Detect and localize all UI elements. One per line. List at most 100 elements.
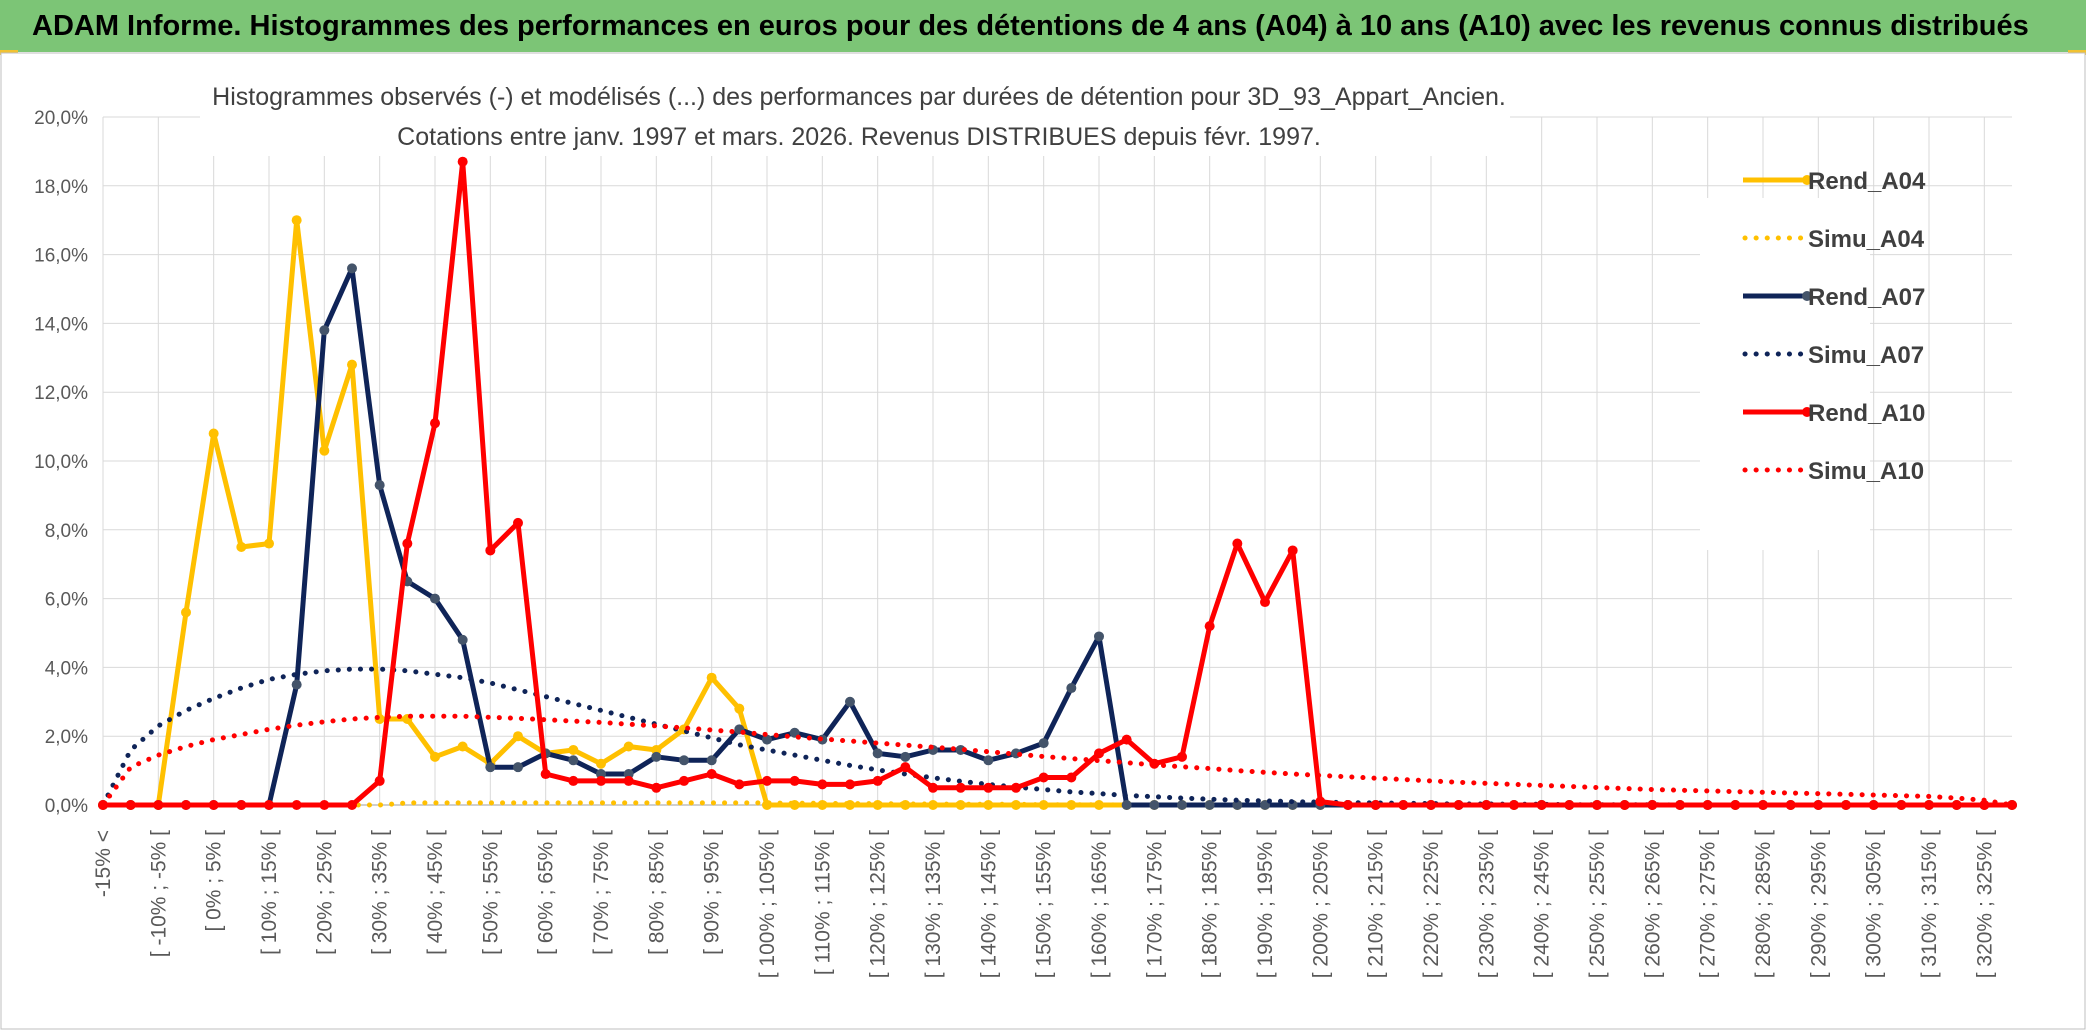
x-tick-label: [ 180% ; 185% [ <box>1199 830 1222 978</box>
rend-a04-point <box>513 731 523 742</box>
rend-a10-line <box>103 159 2012 808</box>
y-tick-label: 4,0% <box>45 658 88 679</box>
rend-a10-point <box>1066 772 1077 783</box>
legend-marker-rend-a07 <box>1802 291 1812 301</box>
rend-a10-point <box>596 775 606 786</box>
series <box>98 156 2017 810</box>
y-axis-ticks: 0,0% 2,0% 4,0% 6,0% 8,0% 10,0% 12,0% 14,0% 16,0%… <box>34 108 88 817</box>
x-tick-label: [ 170% ; 175% [ <box>1143 830 1166 978</box>
rend-a10-point <box>1232 538 1243 549</box>
rend-a10-point <box>1094 748 1104 759</box>
legend-marker-rend-a10 <box>1802 407 1812 417</box>
rend-a10-point <box>291 800 302 810</box>
rend-a10-point <box>1813 800 1824 810</box>
chart-subtitle: Cotations entre janv. 1997 et mars. 2026… <box>397 123 1321 151</box>
rend-a07-point <box>900 751 911 762</box>
rend-a10-point <box>1564 800 1575 810</box>
rend-a10-point <box>1730 800 1741 810</box>
rend-a10-point <box>1896 800 1907 810</box>
y-tick-label: 12,0% <box>34 383 88 404</box>
y-tick-label: 16,0% <box>34 246 88 267</box>
rend-a10-point <box>679 775 689 786</box>
rend-a07-point <box>1038 738 1049 749</box>
rend-a10-point <box>955 782 966 793</box>
rend-a10-point <box>540 769 551 780</box>
x-tick-label: [ 70% ; 75% [ <box>590 830 613 955</box>
x-tick-label: [ 190% ; 195% [ <box>1254 830 1277 978</box>
x-tick-label: [ 130% ; 135% [ <box>922 830 945 978</box>
rend-a04-point <box>347 359 357 370</box>
rend-a10-point <box>762 775 772 786</box>
rend-a07-point <box>983 755 994 766</box>
rend-a10-point <box>374 775 385 786</box>
rend-a10-point <box>402 538 413 549</box>
x-tick-label: [ 230% ; 235% [ <box>1475 830 1498 978</box>
y-tick-label: 6,0% <box>45 590 88 611</box>
x-tick-label: [ 160% ; 165% [ <box>1088 830 1111 978</box>
x-tick-label: -15% < <box>92 830 115 897</box>
rend-a07-point <box>319 325 330 336</box>
rend-a10-point <box>1619 800 1630 810</box>
rend-a10-point <box>1038 772 1049 783</box>
rend-a04-point <box>568 744 579 755</box>
rend-a07-point <box>1204 800 1215 810</box>
rend-a10-point <box>928 782 938 793</box>
rend-a04-point <box>319 445 330 456</box>
rend-a10-point <box>1011 782 1021 793</box>
rend-a07-point <box>1177 800 1187 810</box>
rend-a07-point <box>457 634 468 645</box>
x-tick-label: [ 90% ; 95% [ <box>701 830 724 955</box>
rend-a07-point <box>1232 800 1243 810</box>
rend-a07-point <box>513 762 523 773</box>
rend-a10-point <box>457 156 468 167</box>
rend-a10-point <box>485 545 496 556</box>
rend-a10-point <box>347 800 357 810</box>
rend-a10-point <box>430 418 440 429</box>
rend-a07-point <box>1149 800 1160 810</box>
legend-label-simu-a10: Simu_A10 <box>1808 458 1924 485</box>
rend-a10-point <box>513 517 523 528</box>
rend-a10-point <box>319 800 330 810</box>
rend-a10-point <box>1536 800 1547 810</box>
rend-a10-point <box>153 800 164 810</box>
rend-a07-point <box>623 769 634 780</box>
rend-a10-point <box>2007 800 2017 810</box>
legend: Rend_A04 Simu_A04 Rend_A07 Simu_A07 Rend_A10… <box>1700 168 1926 550</box>
simu-a07-series <box>100 666 2015 808</box>
rend-a07-point <box>679 755 689 766</box>
x-tick-label: [ 200% ; 205% [ <box>1309 830 1332 978</box>
rend-a04-point <box>430 751 440 762</box>
rend-a10-point <box>1204 621 1215 632</box>
rend-a10-point <box>983 782 994 793</box>
rend-a10-point <box>789 775 800 786</box>
x-tick-label: [ 120% ; 125% [ <box>867 830 890 978</box>
x-tick-label: [ 0% ; 5% [ <box>203 830 226 932</box>
rend-a07-point <box>1121 800 1132 810</box>
rend-a10-point <box>1647 800 1658 810</box>
legend-background <box>1700 198 1870 550</box>
rend-a04-point <box>623 741 634 752</box>
grid <box>102 116 2012 806</box>
rend-a10-point <box>706 769 717 780</box>
rend-a04-point <box>208 428 219 439</box>
rend-a10-point <box>1315 796 1326 807</box>
histogram-chart: Histogrammes observés (-) et modélisés (… <box>0 52 2086 1030</box>
legend-label-rend-a10: Rend_A10 <box>1808 400 1925 427</box>
rend-a10-point <box>651 782 662 793</box>
rend-a10-point <box>568 775 579 786</box>
rend-a04-point <box>181 607 191 618</box>
rend-a10-point <box>1398 800 1409 810</box>
rend-a10-point <box>1841 800 1851 810</box>
rend-a07-point <box>1066 683 1077 694</box>
rend-a07-point <box>596 769 606 780</box>
y-tick-label: 14,0% <box>34 314 88 335</box>
rend-a04-point <box>457 741 468 752</box>
rend-a07-point <box>762 734 772 745</box>
rend-a10-point <box>181 800 191 810</box>
rend-a07-point <box>872 748 883 759</box>
rend-a10-point <box>1702 800 1713 810</box>
x-tick-label: [ 320% ; 325% [ <box>1973 830 1996 978</box>
rend-a10-point <box>1951 800 1962 810</box>
rend-a07-point <box>347 263 357 274</box>
x-tick-label: [ 60% ; 65% [ <box>535 830 558 955</box>
